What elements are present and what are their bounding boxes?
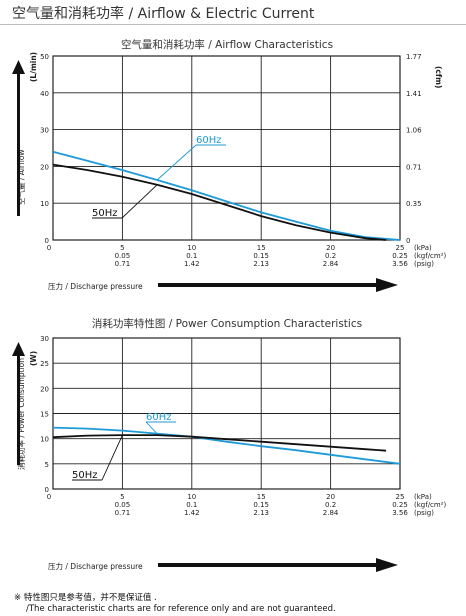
annotation-leader	[101, 434, 123, 481]
x-unit-kgf: (kgf/cm²)	[414, 252, 447, 260]
footnote-en: /The characteristic charts are for refer…	[26, 604, 336, 614]
y2-axis-unit: (cfm)	[434, 66, 443, 88]
x-tick-label: 15	[257, 493, 266, 501]
x-tick-label-kgf: 0.25	[392, 501, 408, 509]
chart-title: 消耗功率特性图 / Power Consumption Characterist…	[92, 317, 362, 330]
annotation-leader	[145, 421, 158, 434]
y-tick-label: 20	[40, 385, 49, 393]
footnote-cn: ※ 特性图只是参考值，并不是保证值 .	[14, 593, 157, 603]
x-tick-label-psig: 1.42	[184, 509, 200, 517]
x-unit-kpa: (kPa)	[414, 244, 432, 252]
y-tick-label: 20	[40, 163, 49, 171]
x-tick-label-kgf: 0.05	[115, 252, 131, 260]
y-tick-label: 25	[40, 360, 49, 368]
x-tick-label-psig: 2.84	[323, 260, 339, 268]
x-tick-label: 20	[326, 244, 335, 252]
x-tick-label-psig: 0.71	[115, 509, 131, 517]
y-tick-label: 50	[40, 53, 49, 61]
x-tick-label-psig: 0.71	[115, 260, 131, 268]
y2-tick-label: 0.35	[406, 200, 422, 208]
annotation-label-60hz: 60Hz	[196, 135, 222, 146]
x-tick-label-psig: 3.56	[392, 260, 408, 268]
x-unit-kpa: (kPa)	[414, 493, 432, 501]
y2-tick-label: 0.71	[406, 163, 422, 171]
x-tick-label: 20	[326, 493, 335, 501]
y-arrow-shaft	[17, 354, 20, 465]
annotation-leader	[156, 144, 197, 181]
header-divider	[0, 24, 466, 25]
y-tick-label: 30	[40, 335, 49, 343]
x-tick-label-kgf: 0.15	[253, 501, 269, 509]
page-title: 空气量和消耗功率 / Airflow & Electric Current	[12, 5, 315, 22]
y-arrow-head	[12, 342, 25, 356]
x-tick-label: 10	[187, 493, 196, 501]
x-tick-label: 0	[47, 493, 51, 501]
x-unit-psig: (psig)	[414, 260, 434, 268]
y2-tick-label: 1.77	[406, 53, 422, 61]
x-tick-label-kgf: 0.1	[186, 501, 197, 509]
y-tick-label: 0	[45, 237, 49, 245]
y-tick-label: 5	[45, 461, 49, 469]
series-line-60hz	[52, 150, 401, 241]
y-arrow-head	[12, 60, 25, 74]
annotation-label-50hz: 50Hz	[72, 470, 98, 481]
x-arrow-head	[376, 278, 398, 292]
series-line-60hz	[52, 426, 401, 465]
x-tick-label-kgf: 0.05	[115, 501, 131, 509]
y-axis-label: 消耗功率 / Power Consumption	[16, 358, 26, 470]
annotation-label-60hz: 60Hz	[146, 412, 172, 423]
plot-frame	[52, 55, 401, 241]
x-tick-label-kgf: 0.1	[186, 252, 197, 260]
x-unit-psig: (psig)	[414, 509, 434, 517]
x-tick-label: 25	[396, 493, 405, 501]
y-tick-label: 10	[40, 436, 49, 444]
x-tick-label-kgf: 0.15	[253, 252, 269, 260]
x-tick-label: 0	[47, 244, 51, 252]
x-tick-label: 5	[120, 244, 124, 252]
y2-tick-label: 0	[406, 237, 410, 245]
annotation-leader	[121, 184, 158, 219]
x-axis-label: 压力 / Discharge pressure	[48, 561, 143, 571]
x-arrow-shaft	[158, 283, 378, 287]
y-tick-label: 30	[40, 127, 49, 135]
x-tick-label: 5	[120, 493, 124, 501]
x-arrow-shaft	[158, 563, 378, 567]
y-axis-unit: (L/min)	[29, 52, 38, 82]
y2-tick-label: 1.06	[406, 127, 422, 135]
x-unit-kgf: (kgf/cm²)	[414, 501, 447, 509]
y-tick-label: 0	[45, 486, 49, 494]
x-arrow-head	[376, 558, 398, 572]
series-line-50hz	[52, 434, 387, 452]
x-tick-label-kgf: 0.25	[392, 252, 408, 260]
x-tick-label: 10	[187, 244, 196, 252]
x-tick-label-psig: 2.13	[253, 509, 269, 517]
y-tick-label: 10	[40, 200, 49, 208]
x-tick-label-psig: 2.84	[323, 509, 339, 517]
x-tick-label: 25	[396, 244, 405, 252]
x-tick-label-kgf: 0.2	[325, 501, 336, 509]
y-axis-unit: (W)	[29, 351, 38, 366]
y-tick-label: 15	[40, 411, 49, 419]
chart-title: 空气量和消耗功率 / Airflow Characteristics	[121, 38, 333, 51]
series-line-50hz	[52, 163, 387, 241]
annotation-label-50hz: 50Hz	[92, 208, 118, 219]
x-tick-label-psig: 2.13	[253, 260, 269, 268]
y-tick-label: 40	[40, 90, 49, 98]
y-arrow-shaft	[17, 72, 20, 216]
x-tick-label-psig: 3.56	[392, 509, 408, 517]
x-tick-label-kgf: 0.2	[325, 252, 336, 260]
x-tick-label: 15	[257, 244, 266, 252]
y2-tick-label: 1.41	[406, 90, 422, 98]
y-axis-label: 空气量 / Airflow	[16, 149, 26, 205]
x-axis-label: 压力 / Discharge pressure	[48, 281, 143, 291]
x-tick-label-psig: 1.42	[184, 260, 200, 268]
